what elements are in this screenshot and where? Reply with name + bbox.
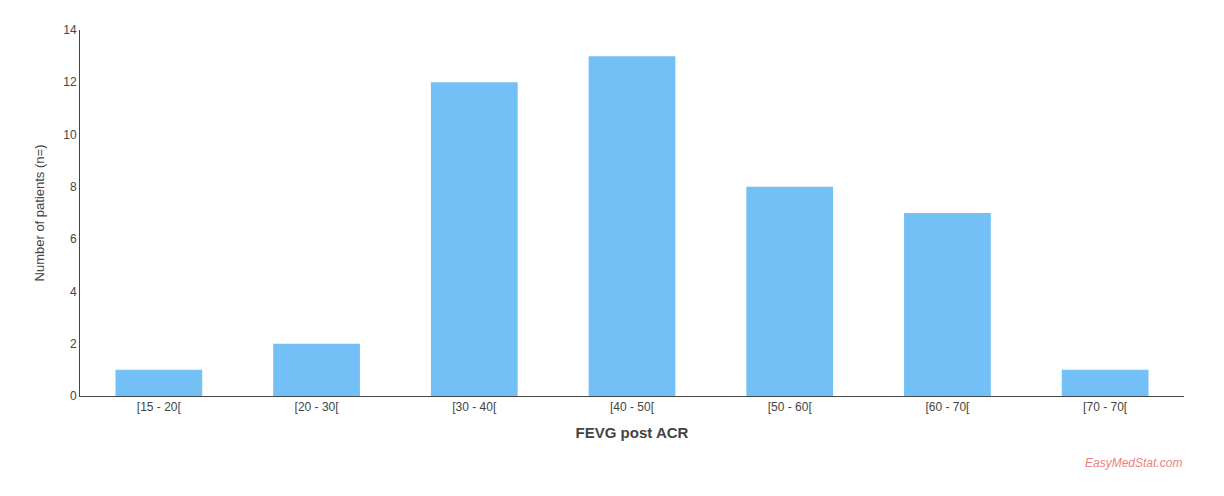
svg-text:2: 2 [70, 337, 77, 351]
svg-text:EasyMedStat.com: EasyMedStat.com [1085, 456, 1182, 470]
svg-text:8: 8 [70, 180, 77, 194]
svg-text:[70 - 70[: [70 - 70[ [1083, 400, 1128, 414]
svg-text:[50 - 60[: [50 - 60[ [768, 400, 813, 414]
svg-text:FEVG post ACR: FEVG post ACR [576, 424, 689, 441]
svg-text:[60 - 70[: [60 - 70[ [925, 400, 970, 414]
svg-text:0: 0 [70, 389, 77, 403]
svg-text:14: 14 [63, 23, 77, 37]
svg-text:Number of patients (n=): Number of patients (n=) [32, 145, 47, 282]
svg-text:[40 - 50[: [40 - 50[ [610, 400, 655, 414]
svg-text:[15 - 20[: [15 - 20[ [137, 400, 182, 414]
svg-text:6: 6 [70, 232, 77, 246]
svg-text:[20 - 30[: [20 - 30[ [295, 400, 340, 414]
svg-text:12: 12 [63, 75, 77, 89]
svg-text:10: 10 [63, 128, 77, 142]
svg-text:4: 4 [70, 285, 77, 299]
svg-text:[30 - 40[: [30 - 40[ [452, 400, 497, 414]
